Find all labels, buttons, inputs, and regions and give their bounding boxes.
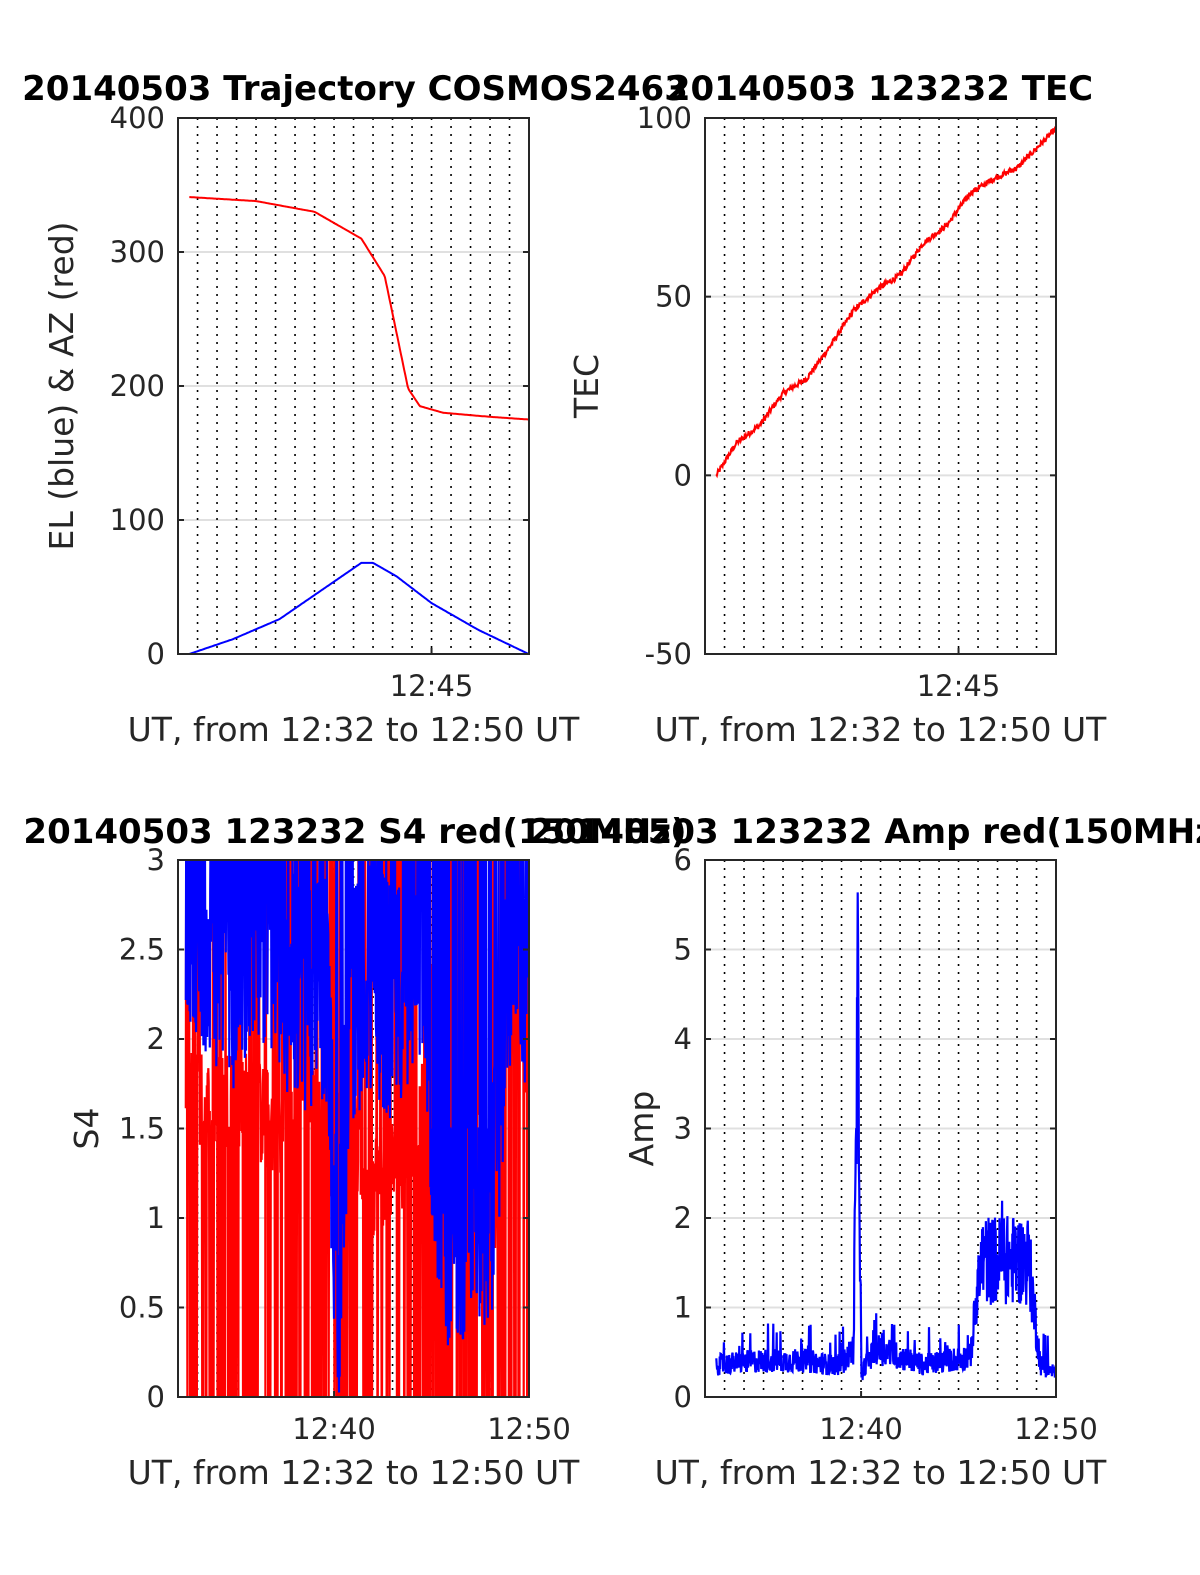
y-tick-label: 0 [147, 1380, 165, 1414]
x-axis-label: UT, from 12:32 to 12:50 UT [128, 710, 581, 749]
y-axis-label: EL (blue) & AZ (red) [42, 221, 81, 550]
y-tick-label: 5 [674, 933, 692, 967]
x-tick-label: 12:50 [1014, 1412, 1098, 1446]
y-tick-label: 1.5 [119, 1112, 165, 1146]
x-axis-label: UT, from 12:32 to 12:50 UT [655, 710, 1108, 749]
series-group [188, 196, 529, 654]
y-tick-label: 4 [674, 1022, 692, 1056]
series-line [189, 196, 529, 421]
chart-3: 0 0.5 1 1.5 2 2.5 3 12:40 12:50 UT, from 12:32 to… [23, 812, 686, 1492]
chart-title: 20140503 Trajectory COSMOS2463 [22, 69, 688, 109]
x-tick-label: 12:45 [390, 669, 474, 703]
y-axis-label: TEC [567, 354, 606, 419]
series-line [184, 860, 529, 1393]
y-axis-label: S4 [67, 1108, 106, 1150]
y-tick-label: 1 [147, 1201, 165, 1235]
axes-box [704, 117, 1057, 655]
y-axis-label: Amp [622, 1091, 661, 1167]
chart-4: 0 1 2 3 4 5 6 12:40 12:50 UT, from 12:32 to 12:50… [529, 812, 1200, 1492]
chart-1: 0 100 200 300 400 12:45 UT, from 12:32 to 12:5… [22, 69, 688, 749]
series-group [715, 126, 1056, 479]
chart-title: 20140503 123232 Amp red(150MHz) [529, 812, 1200, 852]
x-tick-label: 12:45 [917, 669, 1001, 703]
x-axis-label: UT, from 12:32 to 12:50 UT [655, 1453, 1108, 1492]
x-tick-label: 12:40 [819, 1412, 903, 1446]
y-tick-label: 200 [110, 369, 165, 403]
x-tick-label: 12:50 [487, 1412, 571, 1446]
y-tick-label: 3 [147, 843, 165, 877]
chart-title: 20140503 123232 S4 red(150MHz) [23, 812, 686, 852]
y-tick-label: 2.5 [119, 933, 165, 967]
y-tick-label: 0 [147, 637, 165, 671]
y-tick-label: 0.5 [119, 1291, 165, 1325]
chart-2: -50 0 50 100 12:45 UT, from 12:32 to 12:50 UT… [567, 69, 1107, 749]
y-tick-label: 2 [674, 1201, 692, 1235]
y-tick-label: 0 [674, 1380, 692, 1414]
series-line [715, 892, 1056, 1381]
x-axis-label: UT, from 12:32 to 12:50 UT [128, 1453, 581, 1492]
y-tick-label: 3 [674, 1112, 692, 1146]
y-tick-label: 100 [110, 503, 165, 537]
series-group [184, 860, 529, 1397]
x-tick-label: 12:40 [292, 1412, 376, 1446]
y-tick-label: -50 [645, 637, 692, 671]
y-tick-label: 300 [110, 235, 165, 269]
y-tick-label: 50 [655, 280, 692, 314]
series-line [715, 126, 1056, 479]
y-tick-label: 400 [110, 101, 165, 135]
chart-title: 20140503 123232 TEC [667, 69, 1093, 109]
y-tick-label: 1 [674, 1291, 692, 1325]
series-line [188, 561, 529, 654]
y-tick-label: 6 [674, 843, 692, 877]
y-tick-label: 0 [674, 458, 692, 492]
series-group [715, 892, 1056, 1381]
y-tick-label: 100 [637, 101, 692, 135]
y-tick-label: 2 [147, 1022, 165, 1056]
